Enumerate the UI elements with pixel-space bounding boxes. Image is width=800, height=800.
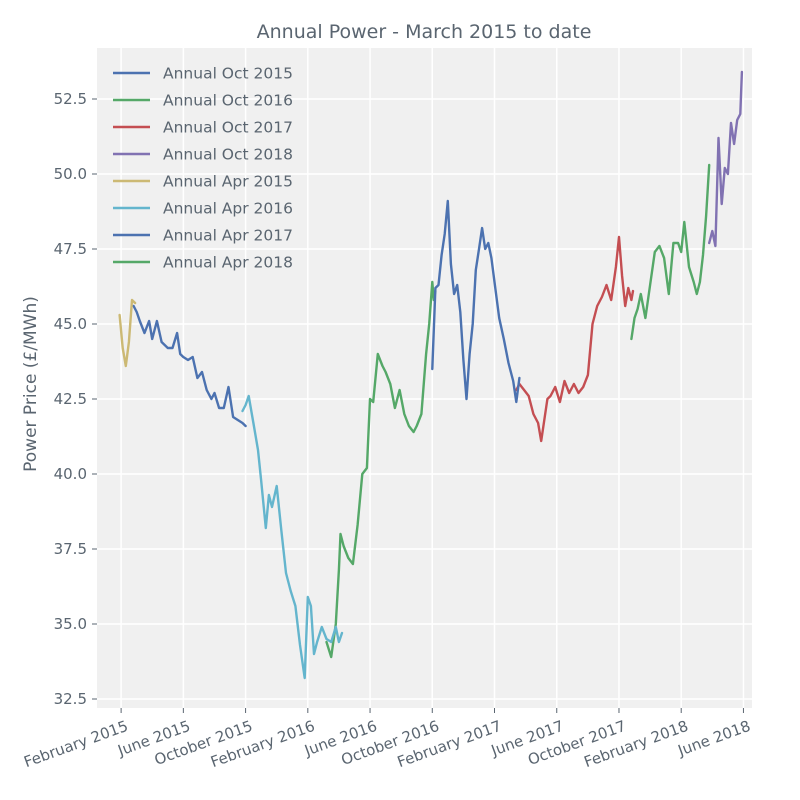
- y-tick-label: 40.0: [54, 465, 87, 483]
- y-axis-ticks: 32.5 35.0 37.5 40.0 42.5 45.0 47.5 50.0 52.5: [54, 90, 97, 708]
- series-line-annual-oct-2016: [325, 280, 437, 659]
- y-tick-label: 52.5: [54, 90, 87, 108]
- y-tick-label: 32.5: [54, 690, 87, 708]
- legend-label-annual-apr-2018: Annual Apr 2018: [163, 254, 293, 272]
- series-line-annual-apr-2016: [241, 394, 344, 680]
- series-line-annual-oct-2017: [515, 235, 635, 443]
- grid-lines: [97, 48, 752, 708]
- legend-label-annual-apr-2015: Annual Apr 2015: [163, 173, 293, 191]
- series-line-annual-apr-2015: [118, 298, 137, 368]
- series-line-annual-apr-2017: [431, 199, 521, 404]
- y-tick-label: 47.5: [54, 240, 87, 258]
- x-tick-label: February 2015: [22, 717, 131, 771]
- y-tick-label: 45.0: [54, 315, 87, 333]
- y-tick-label: 35.0: [54, 615, 87, 633]
- chart-title: Annual Power - March 2015 to date: [257, 21, 592, 43]
- y-tick-label: 42.5: [54, 390, 87, 408]
- series-line-annual-oct-2015: [132, 304, 247, 428]
- legend-label-annual-oct-2015: Annual Oct 2015: [163, 65, 293, 83]
- legend-label-annual-oct-2016: Annual Oct 2016: [163, 92, 293, 110]
- y-axis-label: Power Price (£/MWh): [21, 296, 41, 472]
- series-line-annual-apr-2018: [630, 163, 711, 341]
- y-tick-label: 50.0: [54, 165, 87, 183]
- legend-label-annual-oct-2017: Annual Oct 2017: [163, 119, 293, 137]
- legend: Annual Oct 2015 Annual Oct 2016 Annual Oct…: [113, 65, 293, 272]
- legend-label-annual-oct-2018: Annual Oct 2018: [163, 146, 293, 164]
- series-layer: [118, 70, 744, 680]
- y-tick-label: 37.5: [54, 540, 87, 558]
- series-line-annual-oct-2018: [708, 70, 744, 248]
- legend-label-annual-apr-2017: Annual Apr 2017: [163, 227, 293, 245]
- legend-label-annual-apr-2016: Annual Apr 2016: [163, 200, 293, 218]
